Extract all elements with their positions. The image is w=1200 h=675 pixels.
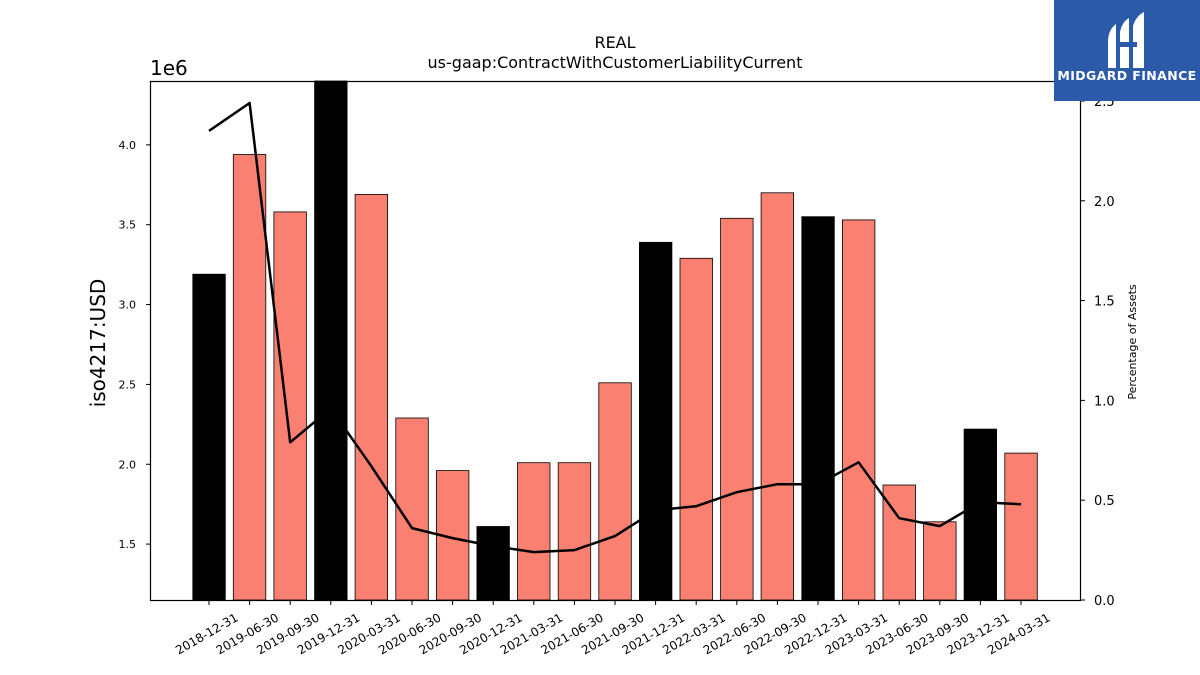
y2-tick-label: 2.0 (1094, 195, 1115, 210)
bar-2022-06-30 (720, 217, 754, 601)
bar-2023-09-30 (923, 521, 957, 601)
y2-tick-label: 0.5 (1094, 494, 1115, 509)
bar-2022-03-31 (679, 257, 713, 601)
y-tick-label: 2.5 (119, 378, 137, 391)
y-tick-label: 3.0 (119, 299, 137, 312)
bar-2019-09-30 (273, 211, 307, 601)
chart-subtitle: us-gaap:ContractWithCustomerLiabilityCur… (428, 53, 803, 72)
bar-2022-12-31 (801, 216, 835, 601)
y-tick-label: 4.0 (119, 139, 137, 152)
y-offset-label: 1e6 (150, 56, 188, 80)
bar-2020-03-31 (354, 193, 389, 601)
bar-2021-03-31 (517, 462, 551, 601)
logo-text: MIDGARD FINANCE (1057, 68, 1197, 83)
chart-title: REAL (594, 33, 635, 52)
bar-2021-09-30 (598, 382, 632, 601)
bar-2022-09-30 (760, 192, 794, 601)
bar-2020-12-31 (476, 526, 510, 601)
y2-tick-label: 1.5 (1094, 295, 1115, 310)
y2-tick-label: 1.0 (1094, 394, 1115, 409)
midgard-finance-logo: MIDGARD FINANCE (1054, 0, 1200, 101)
y-tick-label: 3.5 (119, 219, 137, 232)
bar-2019-06-30 (232, 154, 267, 601)
bar-2023-03-31 (842, 219, 876, 601)
y-tick-label: 2.0 (119, 458, 137, 471)
y2-axis-label: Percentage of Assets (1126, 284, 1139, 400)
y2-tick-label: 0.0 (1094, 594, 1115, 609)
bar-2023-12-31 (963, 428, 997, 601)
bar-2021-12-31 (639, 241, 673, 601)
bar-2020-06-30 (395, 417, 429, 601)
bar-2024-03-31 (1004, 452, 1038, 601)
bar-2018-12-31 (192, 273, 226, 601)
y-axis-label: iso4217:USD (86, 279, 110, 408)
percentage-of-assets-line (208, 101, 1022, 554)
midgard-logo-icon (1108, 12, 1144, 68)
bar-2021-06-30 (557, 462, 592, 601)
y-tick-label: 1.5 (119, 538, 137, 551)
bar-2019-12-31 (314, 80, 348, 601)
